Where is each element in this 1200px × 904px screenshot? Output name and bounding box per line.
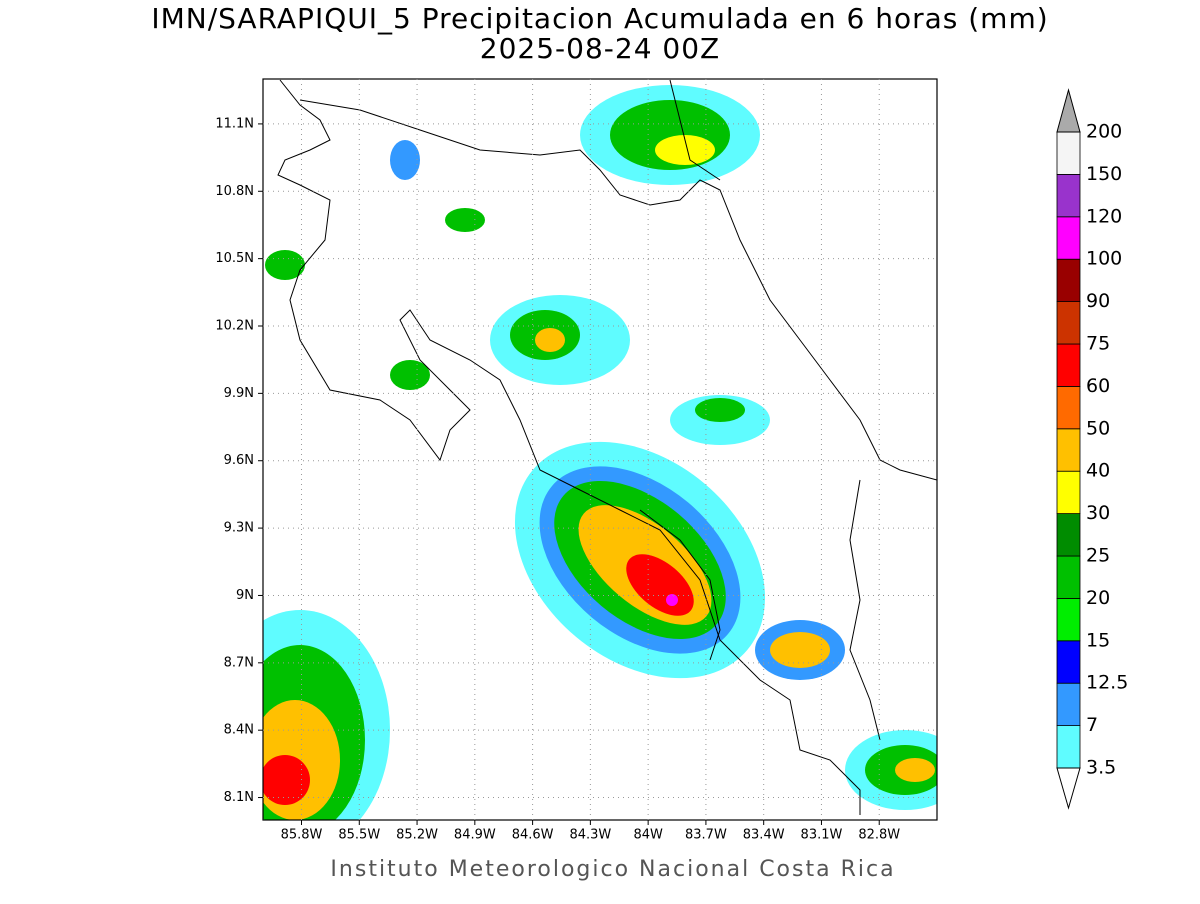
colorbar-band (1056, 428, 1081, 472)
colorbar-band (1056, 301, 1081, 345)
colorbar-label: 3.5 (1086, 757, 1116, 779)
colorbar-label: 15 (1086, 629, 1110, 651)
x-tick-label: 83.1W (801, 828, 843, 843)
colorbar-label: 75 (1086, 333, 1110, 355)
x-tick-label: 83.4W (743, 828, 785, 843)
colorbar-label: 40 (1086, 460, 1110, 482)
colorbar-label: 7 (1086, 714, 1098, 736)
x-tick-label: 84W (633, 828, 663, 843)
precip-area (263, 755, 310, 805)
y-tick-label: 11.1N (215, 116, 254, 131)
colorbar-label: 20 (1086, 587, 1110, 609)
border (849, 479, 881, 741)
colorbar-band (1056, 470, 1081, 515)
border (639, 509, 721, 661)
colorbar-under (1056, 767, 1081, 810)
colorbar-label: 150 (1086, 163, 1122, 185)
x-tick-label: 82.8W (858, 828, 900, 843)
colorbar-band (1056, 131, 1081, 175)
y-tick-label: 10.8N (215, 184, 254, 199)
title: IMN/SARAPIQUI_5 Precipitacion Acumulada … (151, 2, 1048, 35)
subtitle: 2025-08-24 00Z (480, 32, 720, 65)
precip-area (265, 250, 305, 280)
y-tick-label: 10.2N (215, 319, 254, 334)
colorbar-label: 100 (1086, 248, 1122, 270)
colorbar-band (1056, 682, 1081, 727)
coastlines (277, 79, 937, 815)
colorbar-label: 120 (1086, 205, 1122, 227)
x-tick-label: 84.6W (512, 828, 554, 843)
colorbar-label: 25 (1086, 545, 1110, 567)
y-tick-label: 9.3N (224, 521, 254, 536)
colorbar-label: 12.5 (1086, 672, 1128, 694)
colorbar-label: 30 (1086, 502, 1110, 524)
colorbar-band (1056, 216, 1081, 260)
precip-area (895, 758, 935, 782)
y-tick-label: 9.9N (224, 386, 254, 401)
coastline (299, 99, 937, 481)
colorbar-band (1056, 173, 1081, 218)
colorbar-over (1056, 88, 1081, 133)
colorbar-band (1056, 343, 1081, 387)
precip-areas (263, 85, 937, 820)
colorbar-label: 200 (1086, 121, 1122, 143)
y-tick-label: 9N (236, 588, 254, 603)
x-tick-label: 83.7W (685, 828, 727, 843)
colorbar-band (1056, 513, 1081, 557)
colorbar-label: 60 (1086, 375, 1110, 397)
precip-area (390, 360, 430, 390)
y-tick-label: 8.7N (224, 655, 254, 670)
colorbar-band (1056, 640, 1081, 684)
y-tick-label: 10.5N (215, 251, 254, 266)
x-tick-label: 85.8W (281, 828, 323, 843)
precip-area (535, 328, 565, 352)
y-tick-label: 8.4N (224, 723, 254, 738)
map-frame (262, 78, 938, 821)
precip-area (666, 594, 678, 606)
precip-field (263, 79, 937, 820)
footer: Instituto Meteorologico Nacional Costa R… (330, 857, 895, 882)
precip-area (655, 135, 715, 165)
precip-area (695, 398, 745, 422)
x-tick-label: 84.9W (454, 828, 496, 843)
precip-area (770, 632, 830, 668)
colorbar-label: 90 (1086, 290, 1110, 312)
border (669, 79, 721, 181)
x-tick-label: 85.2W (396, 828, 438, 843)
colorbar-band (1056, 598, 1081, 642)
colorbar-band (1056, 258, 1081, 303)
colorbar-band (1056, 725, 1081, 769)
x-tick-label: 85.5W (338, 828, 380, 843)
y-tick-label: 9.6N (224, 453, 254, 468)
colorbar-label: 50 (1086, 417, 1110, 439)
precip-area (445, 208, 485, 232)
x-tick-label: 84.3W (569, 828, 611, 843)
coastline (277, 79, 861, 815)
precip-area (390, 140, 420, 180)
colorbar-band (1056, 385, 1081, 430)
colorbar-band (1056, 555, 1081, 599)
y-tick-label: 8.1N (224, 790, 254, 805)
